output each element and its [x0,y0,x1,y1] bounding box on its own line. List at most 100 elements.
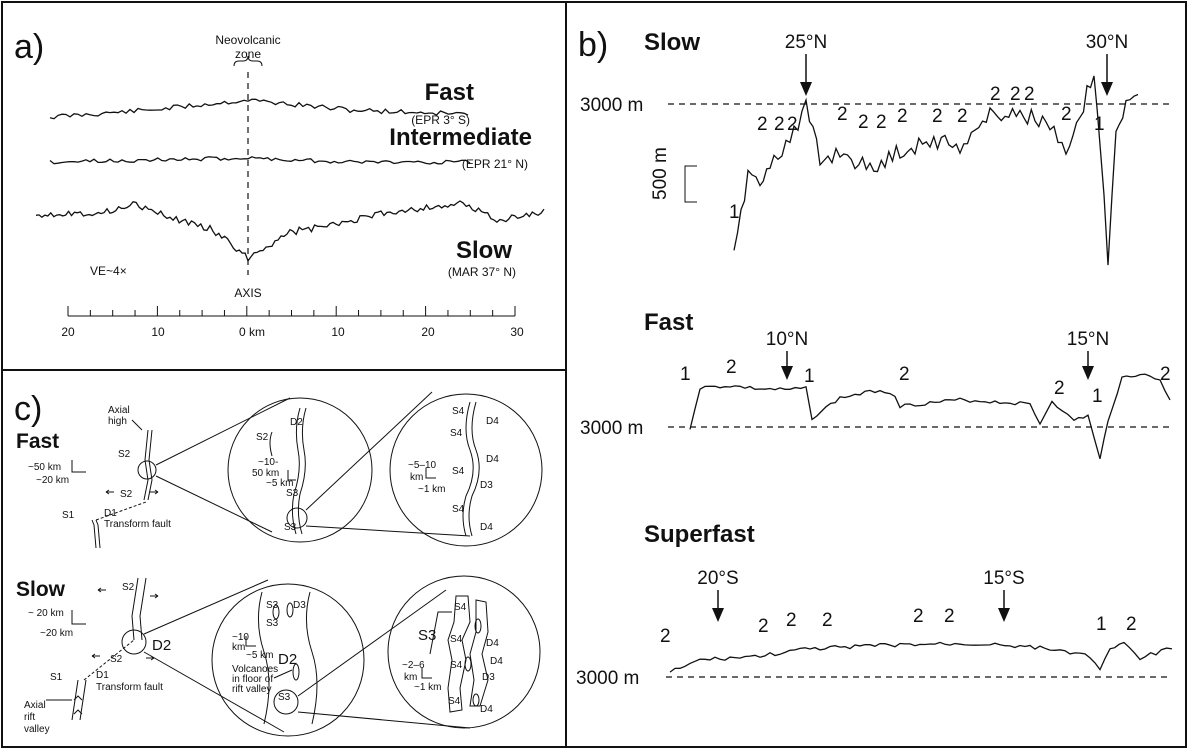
superfast-marker-2: 2 [758,616,769,637]
fast-spreading-arrows-icon [105,489,159,495]
fast-marker-5: 2 [1054,378,1065,399]
arrow-label-10N: 10°N [766,329,808,350]
fast-s2-label-2: S2 [120,489,133,500]
slow-s2-label-1: S2 [122,582,135,593]
axial-high-pointer [131,419,143,431]
slow-spreading-arrows-icon-2 [91,653,155,661]
neovolcanic-label-line1: Neovolcanic [215,33,280,47]
fast-marker-7: 2 [1160,364,1171,385]
fast-marker-4: 2 [899,364,910,385]
marker-6: 2 [858,112,869,133]
slow-scale-horizontal-label: ~20 km [40,628,73,639]
superfast-section-title: Superfast [644,521,755,548]
slow-zoom-line-3 [297,589,447,697]
fast-marker-3: 1 [804,366,815,387]
panel-a: a) Neovolcanic zone Fast (EPR 3° S) Inte… [14,28,545,339]
panel-a-label: a) [14,28,44,66]
arrow-label-15S: 15°S [983,568,1024,589]
zoom2-s4-label-4: S4 [452,504,465,515]
fast-s2-label-1: S2 [118,449,131,460]
slow-zoom-circle-2 [387,575,541,729]
slow-section-title: Slow [644,29,700,56]
slow-segment-markers: 1 2 2 2 2 2 2 2 2 2 2 2 2 2 1 [729,84,1105,223]
zoom2-d4-label-1: D4 [486,416,499,427]
marker-4: 2 [787,114,798,135]
slow-zoom1-scale-line2: km [232,642,245,653]
fast-ridge-segments [91,429,153,549]
vertical-exaggeration-label: VE~4× [90,264,127,278]
superfast-marker-3: 2 [786,610,797,631]
rift-label-line1: Axial [24,700,46,711]
volcanoes-label-line2: in floor of [232,674,273,685]
slow-scale-vertical-label: ~ 20 km [28,608,64,619]
panel-c: c) Fast Axial high S2 S2 S1 D1 Transform… [14,390,543,737]
fast-s1-label: S1 [62,510,75,521]
slow-zoom-line-2 [143,651,285,733]
intermediate-ridge-profile [49,156,471,165]
panel-b: b) Slow 25°N 30°N 3000 m 500 m 1 2 2 2 2… [576,26,1173,689]
fast-marker-2: 2 [726,357,737,378]
fast-zoom-line-2 [155,475,273,533]
tick-label-3: 0 km [239,325,265,339]
fast-transform-label: Transform fault [104,519,171,530]
superfast-segment-markers: 2 2 2 2 2 2 1 2 [660,606,1137,647]
tick-label-2: 10 [151,325,165,339]
slow-spreading-arrows-icon-1 [97,587,159,599]
arrow-20S-icon [712,608,724,622]
zoom2-s4-label-3: S4 [452,466,465,477]
distance-scale-ticks [67,306,516,316]
slow-ridge-segments [71,577,147,721]
fast-marker-6: 1 [1092,386,1103,407]
vertical-scale-bar [684,165,697,203]
neovolcanic-label-line2: zone [235,47,261,61]
zoom2-scale-line1: ~5–10 [408,460,437,471]
fast-scale-horizontal-label: ~20 km [36,475,69,486]
zoom1-scale-line2: 50 km [252,468,279,479]
slow-zoom2-scale-line3: ~1 km [414,682,442,693]
marker-10: 2 [957,106,968,127]
slow-scale-bar [71,610,86,625]
superfast-marker-1: 2 [660,626,671,647]
superfast-marker-5: 2 [913,606,924,627]
slow-profile-title: Slow [456,237,512,264]
slow-zoom1-d2-label: D2 [278,651,297,668]
arrow-label-30N: 30°N [1086,32,1128,53]
zoom1-scale-line1: ~10- [258,457,278,468]
fast-marker-1: 1 [680,364,691,385]
zoom2-d4-label-3: D4 [480,522,493,533]
fast-profile-site: (EPR 3° S) [411,113,470,127]
superfast-marker-8: 2 [1126,614,1137,635]
tick-label-6: 30 [510,325,524,339]
intermediate-profile-title: Intermediate [389,124,532,151]
slow-zoom2-s3-label: S3 [418,627,436,644]
slow-d1-label: D1 [96,670,109,681]
superfast-depth-label: 3000 m [576,668,639,689]
zoom1-s3-label-1: S3 [286,488,299,499]
slow-zoom-circle-1 [211,583,365,737]
zoom1-d2-label: D2 [290,417,303,428]
fast-zoom-line-1 [155,397,291,466]
fast-zoom-circle-1-small [286,507,308,529]
slow-zoom2-s4-label-3: S4 [450,660,463,671]
fast-ridge-profile [49,98,469,120]
marker-7: 2 [876,112,887,133]
slow-ridge-profile [35,200,545,263]
tick-label-5: 20 [421,325,435,339]
fast-zoom-circle-small [137,460,157,480]
zoom1-s3-label-2: S3 [284,522,297,533]
zoom2-s4-label-2: S4 [450,428,463,439]
fast-zoom-circle-1 [227,397,373,543]
slow-s2-label-2: S2 [110,654,123,665]
volcanoes-label-line3: rift valley [232,684,271,695]
volcanoes-label-line1: Volcanoes [232,664,278,675]
panel-b-label: b) [578,26,608,64]
slow-zoom2-scale-line2: km [404,672,417,683]
axial-high-label-line2: high [108,416,127,427]
slow-profile-site: (MAR 37° N) [448,265,516,279]
fast-zoom-circle-2 [389,393,543,547]
marker-9: 2 [932,106,943,127]
slow-zoom2-d4-label-2: D4 [490,656,503,667]
arrow-30N-icon [1101,82,1113,96]
zoom1-s2-label: S2 [256,432,269,443]
